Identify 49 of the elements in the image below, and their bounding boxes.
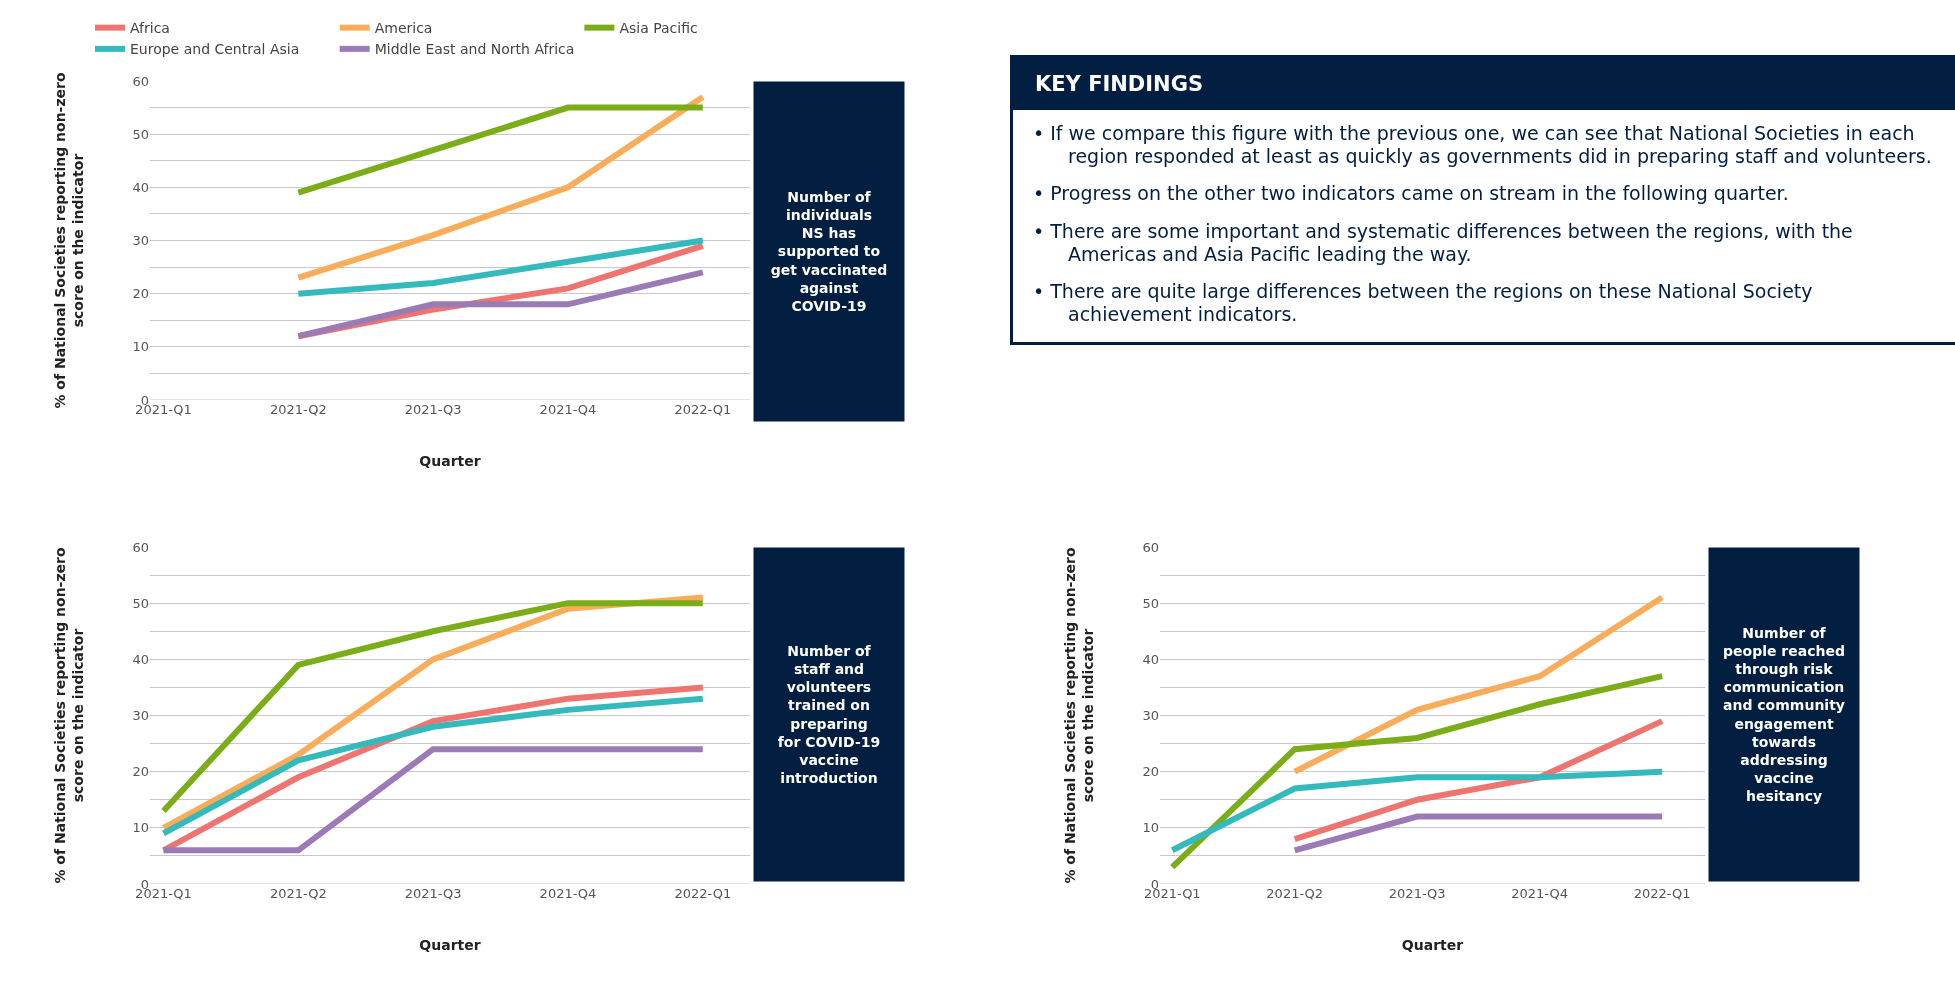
y-tick-label: 40 <box>1142 651 1159 667</box>
y-tick-label: 30 <box>132 233 149 249</box>
x-tick-label: 2021-Q3 <box>404 402 462 417</box>
y-tick-label: 30 <box>1142 708 1159 724</box>
x-tick-label: 2021-Q2 <box>269 402 327 417</box>
y-tick-label: 60 <box>132 73 149 89</box>
x-axis-title: Quarter <box>1401 937 1464 954</box>
x-tick-label: 2022-Q1 <box>674 402 732 417</box>
text: Number of individuals NS has supported to get vaccinated against COVID-19 <box>770 188 888 315</box>
legend-label: Africa <box>130 20 170 37</box>
x-tick-label: 2021-Q3 <box>1388 886 1446 901</box>
y-tick-label: 50 <box>1142 595 1159 611</box>
x-tick-label: 2022-Q1 <box>674 886 732 901</box>
y-tick-label: 60 <box>1142 539 1159 555</box>
text: • Progress on the other two indicators came on stream in the following quarter. <box>1033 182 1790 206</box>
y-tick-label: 10 <box>132 820 149 836</box>
text: Number of people reached through risk communication and community engagement towards addressing vaccine hesitancy <box>1723 624 1845 805</box>
legend-label: Europe and Central Asia <box>130 41 300 58</box>
x-tick-label: 2021-Q4 <box>539 886 597 901</box>
y-tick-label: 20 <box>132 286 149 302</box>
x-tick-label: 2021-Q2 <box>269 886 327 901</box>
y-tick-label: 40 <box>132 651 149 667</box>
y-axis-title: % of National Societies reporting non-zero score on the indicator <box>1061 547 1097 884</box>
x-tick-label: 2021-Q2 <box>1266 886 1324 901</box>
text: • There are some important and systematic differences between the regions, with the Americas and Asia Pacific leading the way. <box>1033 219 1854 266</box>
y-axis-title: % of National Societies reporting non-zero score on the indicator <box>51 72 87 409</box>
y-tick-label: 50 <box>132 126 149 142</box>
text: • If we compare this figure with the previous one, we can see that National Societies in each region responded at least as quickly as governments did in preparing staff and volunteers. <box>1033 122 1933 169</box>
x-axis-title: Quarter <box>419 937 481 954</box>
x-axis-title: Quarter <box>419 453 481 470</box>
legend-label: America <box>374 20 433 37</box>
legend-label: Middle East and North Africa <box>374 41 575 58</box>
legend-label: Asia Pacific <box>619 20 698 37</box>
y-tick-label: 10 <box>1142 820 1159 836</box>
y-tick-label: 40 <box>132 179 149 195</box>
x-tick-label: 2021-Q4 <box>539 402 597 417</box>
y-tick-label: 60 <box>132 539 149 555</box>
text: Number of staff and volunteers trained on preparing for COVID-19 vaccine introduction <box>777 642 881 787</box>
x-tick-label: 2021-Q3 <box>404 886 462 901</box>
x-tick-label: 2021-Q4 <box>1511 886 1569 901</box>
y-tick-label: 50 <box>132 595 149 611</box>
y-tick-label: 20 <box>132 764 149 780</box>
text: KEY FINDINGS <box>1013 58 1955 110</box>
x-tick-label: 2022-Q1 <box>1633 886 1691 901</box>
y-tick-label: 10 <box>132 339 149 355</box>
y-tick-label: 30 <box>132 708 149 724</box>
y-tick-label: 20 <box>1142 764 1159 780</box>
y-axis-title: % of National Societies reporting non-zero score on the indicator <box>51 547 87 884</box>
text: • There are quite large differences between the regions on these National Society achievement indicators. <box>1033 279 1814 327</box>
